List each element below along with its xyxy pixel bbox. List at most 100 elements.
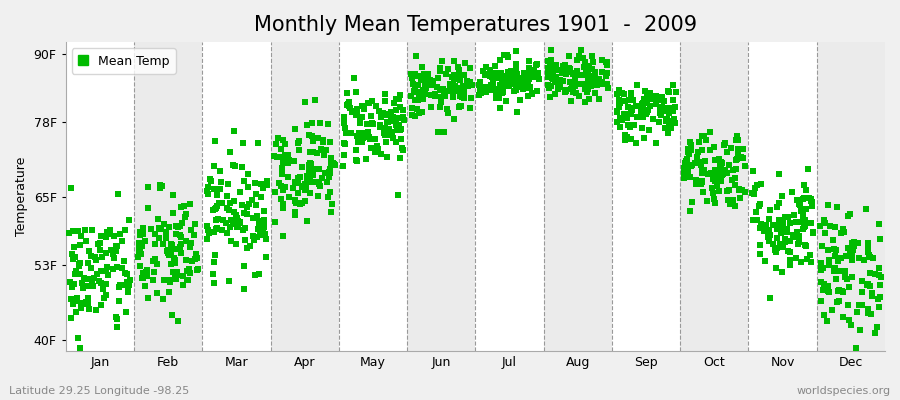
Point <box>661 107 675 114</box>
Point <box>619 134 634 140</box>
Point <box>516 80 530 86</box>
Point <box>353 119 367 126</box>
Point <box>714 165 728 172</box>
Point <box>804 198 818 204</box>
Point <box>84 253 98 260</box>
Point <box>735 155 750 161</box>
Point <box>229 212 243 218</box>
Point <box>598 72 613 79</box>
Point <box>131 240 146 246</box>
Point <box>609 108 624 114</box>
Point <box>104 246 119 253</box>
Point <box>291 180 305 186</box>
Point <box>708 200 723 206</box>
Point <box>276 187 291 193</box>
Point <box>508 88 522 94</box>
Point <box>364 98 379 104</box>
Point <box>706 190 720 196</box>
Point <box>90 271 104 278</box>
Point <box>770 204 784 210</box>
Point <box>554 69 569 76</box>
Point <box>780 226 795 232</box>
Point <box>691 159 706 166</box>
Point <box>562 78 577 85</box>
Point <box>865 289 879 296</box>
Point <box>446 116 461 122</box>
Point <box>588 69 602 76</box>
Point <box>752 200 767 207</box>
Point <box>757 222 771 228</box>
Point <box>578 86 592 92</box>
Point <box>426 78 440 85</box>
Point <box>115 238 130 244</box>
Point <box>729 136 743 143</box>
Point <box>624 105 638 111</box>
Point <box>210 192 224 198</box>
Point <box>453 102 467 109</box>
Point <box>834 230 849 237</box>
Point <box>213 186 228 192</box>
Point <box>714 173 728 180</box>
Point <box>629 82 643 88</box>
Point <box>436 86 450 92</box>
Point <box>759 222 773 228</box>
Point <box>404 71 419 78</box>
Point <box>493 105 508 112</box>
Point <box>361 100 375 107</box>
Point <box>546 73 561 80</box>
Point <box>415 64 429 70</box>
Point <box>595 57 609 63</box>
Point <box>760 234 775 240</box>
Point <box>122 282 136 289</box>
Point <box>252 232 266 238</box>
Bar <box>338 42 407 351</box>
Point <box>734 154 748 160</box>
Point <box>654 111 669 118</box>
Point <box>804 196 818 202</box>
Point <box>408 84 422 90</box>
Point <box>797 223 812 229</box>
Point <box>525 90 539 97</box>
Point <box>159 235 174 241</box>
Point <box>568 78 582 84</box>
Point <box>461 82 475 89</box>
Point <box>723 201 737 207</box>
Point <box>98 268 112 274</box>
Point <box>323 154 338 161</box>
Point <box>638 88 652 94</box>
Point <box>844 253 859 260</box>
Point <box>804 220 818 226</box>
Point <box>725 177 740 184</box>
Point <box>565 83 580 89</box>
Point <box>183 244 197 250</box>
Point <box>570 57 584 63</box>
Point <box>405 74 419 81</box>
Point <box>151 216 166 222</box>
Point <box>839 252 853 259</box>
Point <box>175 220 189 226</box>
Point <box>483 82 498 89</box>
Point <box>176 202 191 209</box>
Point <box>822 289 836 296</box>
Point <box>738 163 752 169</box>
Point <box>580 78 595 84</box>
Point <box>654 106 669 112</box>
Point <box>662 110 677 117</box>
Point <box>872 304 886 310</box>
Point <box>94 268 108 275</box>
Point <box>69 298 84 304</box>
Point <box>147 268 161 275</box>
Point <box>640 109 654 116</box>
Point <box>274 164 289 171</box>
Point <box>797 224 812 230</box>
Point <box>860 244 875 251</box>
Point <box>82 306 96 313</box>
Point <box>76 285 90 291</box>
Point <box>389 107 403 113</box>
Point <box>713 176 727 182</box>
Point <box>350 139 365 145</box>
Point <box>572 72 587 78</box>
Point <box>487 70 501 76</box>
Point <box>620 122 634 128</box>
Point <box>395 144 410 151</box>
